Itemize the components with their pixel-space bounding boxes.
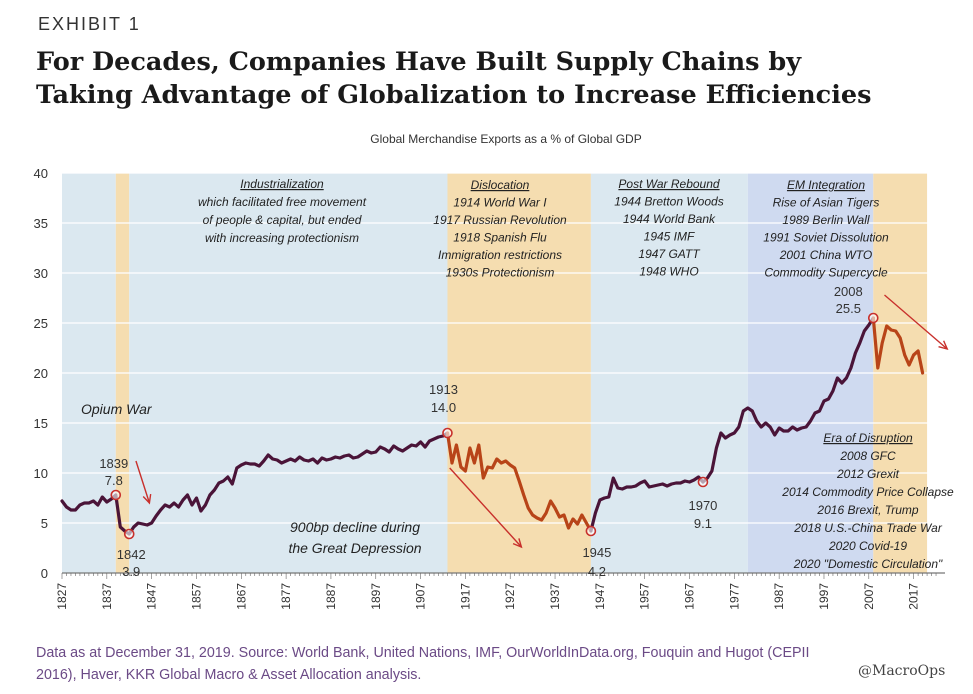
x-tick-label: 1987	[772, 583, 786, 610]
trend-arrow	[135, 460, 151, 504]
chart-title: Global Merchandise Exports as a % of Glo…	[370, 132, 641, 146]
annotation-line: 1948 WHO	[639, 265, 698, 279]
watermark: @MacroOps	[858, 663, 946, 679]
x-tick-label: 1997	[817, 583, 831, 610]
highlight-year-label: 1970	[688, 498, 717, 513]
annotation-heading: Post War Rebound	[618, 177, 719, 191]
series-line	[445, 431, 593, 533]
trend-arrow	[449, 467, 522, 548]
y-tick-label: 35	[34, 216, 48, 231]
annotation-line: 1930s Protectionism	[446, 266, 555, 280]
x-tick-label: 1897	[369, 583, 383, 610]
x-tick-label: 1867	[234, 583, 248, 610]
y-tick-label: 20	[34, 366, 48, 381]
x-tick-label: 1977	[727, 583, 741, 610]
annotation-line: Immigration restrictions	[438, 248, 562, 262]
trend-arrow-head	[512, 538, 523, 549]
y-tick-label: 40	[34, 166, 48, 181]
x-tick-label: 1967	[683, 583, 697, 610]
highlight-year-label: 1839	[99, 456, 128, 471]
annotation-line: of people & capital, but ended	[203, 213, 362, 227]
x-tick-label: 1877	[279, 583, 293, 610]
x-tick-label: 1857	[189, 583, 203, 610]
x-tick-label: 1927	[503, 583, 517, 610]
highlight-year-label: 1842	[117, 547, 146, 562]
highlight-value-label: 25.5	[836, 301, 861, 316]
annotation-line: 2020 "Domestic Circulation"	[793, 557, 943, 571]
highlight-point-marker	[123, 528, 135, 540]
annotation-line: 2008 GFC	[839, 449, 896, 463]
exhibit-label: EXHIBIT 1	[38, 14, 141, 34]
x-tick-label: 1827	[55, 583, 69, 610]
trend-arrow-head	[938, 340, 949, 351]
y-tick-label: 5	[41, 516, 48, 531]
x-tick-label: 1907	[414, 583, 428, 610]
annotation-heading: Industrialization	[240, 177, 324, 191]
y-tick-label: 30	[34, 266, 48, 281]
annotation-line: which facilitated free movement	[198, 195, 367, 209]
annotation-line: 2016 Brexit, Trump	[816, 503, 918, 517]
highlight-value-label: 9.1	[694, 516, 712, 531]
x-tick-label: 1947	[593, 583, 607, 610]
x-tick-label: 2017	[907, 583, 921, 610]
x-tick-label: 1917	[458, 583, 472, 610]
y-tick-label: 0	[41, 566, 48, 581]
source-line-2: 2016), Haver, KKR Global Macro & Asset A…	[36, 667, 422, 683]
series-line	[589, 316, 875, 533]
y-tick-label: 10	[34, 466, 48, 481]
exports-line-chart: Global Merchandise Exports as a % of Glo…	[34, 132, 954, 610]
highlight-value-label: 7.8	[105, 473, 123, 488]
x-tick-label: 2007	[862, 583, 876, 610]
depression-label-line: the Great Depression	[288, 540, 421, 556]
highlight-point-marker	[697, 476, 709, 488]
annotation-line: 1917 Russian Revolution	[433, 213, 567, 227]
page-title: For Decades, Companies Have Built Supply…	[36, 46, 956, 112]
annotation-line: with increasing protectionism	[205, 231, 359, 245]
annotation-line: 1991 Soviet Dissolution	[763, 231, 889, 245]
annotation-line: 1947 GATT	[638, 247, 701, 261]
annotation-line: 1918 Spanish Flu	[453, 231, 547, 245]
trend-arrow-head	[142, 493, 152, 505]
highlight-year-label: 1913	[429, 382, 458, 397]
highlight-value-label: 14.0	[431, 400, 456, 415]
x-tick-label: 1847	[145, 583, 159, 610]
highlight-year-label: 1945	[582, 545, 611, 560]
annotation-heading: Era of Disruption	[823, 431, 913, 445]
annotation-line: 1989 Berlin Wall	[782, 213, 869, 227]
opium-war-label: Opium War	[81, 401, 153, 417]
annotation-line: 1914 World War I	[453, 196, 547, 210]
highlight-point-marker	[585, 525, 597, 537]
title-line-1: For Decades, Companies Have Built Supply…	[36, 47, 802, 77]
x-tick-label: 1837	[100, 583, 114, 610]
annotation-line: 2018 U.S.-China Trade War	[793, 521, 943, 535]
annotation-line: 2020 Covid-19	[828, 539, 907, 553]
depression-label-line: 900bp decline during	[290, 519, 420, 535]
trend-arrow	[884, 294, 948, 350]
highlight-point-marker	[867, 312, 879, 324]
annotation-line: 2001 China WTO	[779, 248, 873, 262]
annotation-line: Commodity Supercycle	[764, 266, 888, 280]
highlight-value-label: 3.9	[122, 564, 140, 579]
annotation-line: 2012 Grexit	[836, 467, 900, 481]
annotation-line: 1944 Bretton Woods	[614, 195, 723, 209]
highlight-point-marker	[442, 427, 453, 439]
source-line-1: Data as at December 31, 2019. Source: Wo…	[36, 645, 810, 661]
highlight-point-marker	[110, 489, 122, 501]
highlight-year-label: 2008	[834, 284, 863, 299]
x-tick-label: 1937	[548, 583, 562, 610]
annotation-line: 1944 World Bank	[623, 212, 716, 226]
y-tick-label: 15	[34, 416, 48, 431]
source-note: Data as at December 31, 2019. Source: Wo…	[36, 642, 956, 686]
x-tick-label: 1957	[638, 583, 652, 610]
x-tick-label: 1887	[324, 583, 338, 610]
highlight-value-label: 4.2	[588, 564, 606, 579]
y-tick-label: 25	[34, 316, 48, 331]
annotation-heading: Dislocation	[471, 178, 530, 192]
annotation-line: 1945 IMF	[644, 230, 695, 244]
title-line-2: Taking Advantage of Globalization to Inc…	[36, 80, 872, 110]
annotation-heading: EM Integration	[787, 178, 865, 192]
series-line	[871, 316, 925, 375]
annotation-line: Rise of Asian Tigers	[773, 196, 880, 210]
annotation-line: 2014 Commodity Price Collapse	[781, 485, 954, 499]
